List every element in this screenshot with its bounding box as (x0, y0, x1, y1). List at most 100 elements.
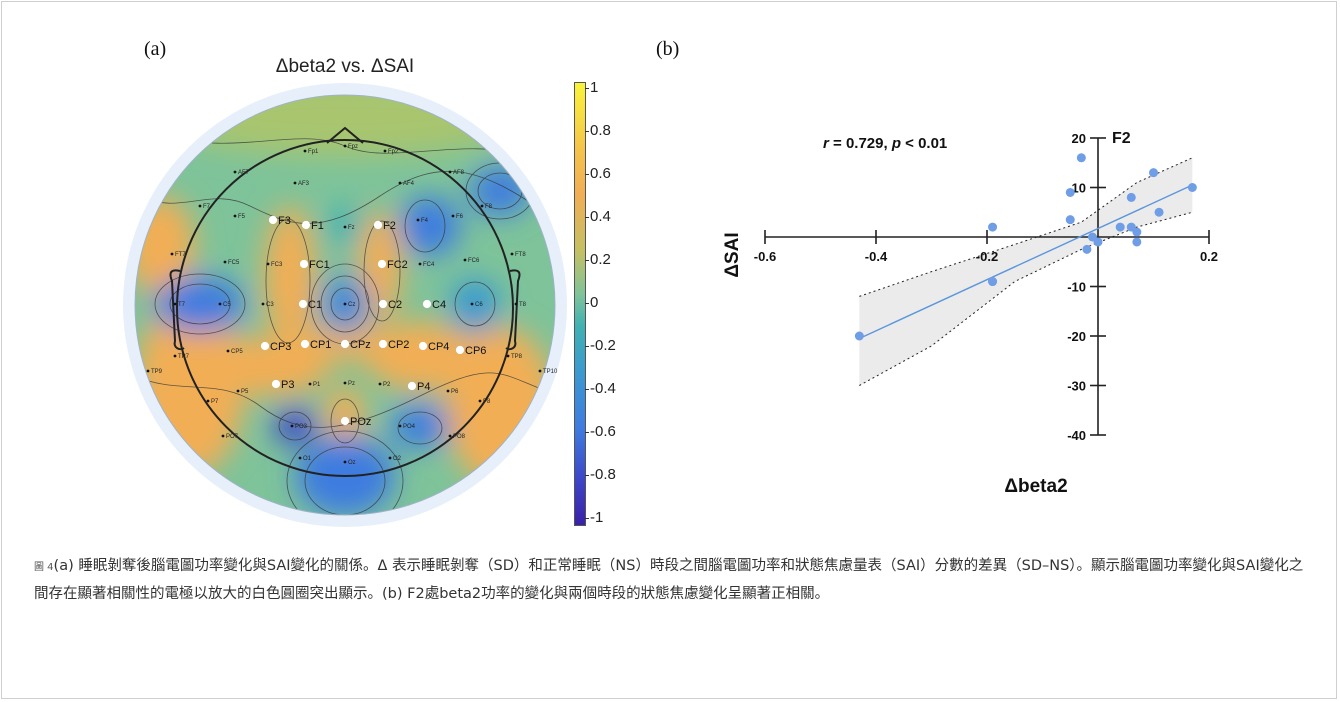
significant-electrode-marker (299, 259, 309, 269)
electrode-dot (266, 262, 270, 266)
electrode-label: F5 (238, 214, 246, 220)
colorbar-tick-label: 0.2 (585, 251, 611, 268)
topomap: Fpz Fp1 Fp2 AF7 AF3 AF4 AF8 F7 F5 Fz F4 F6 F8 FT7 FC5 F… (123, 83, 567, 527)
electrode-label: C3 (266, 302, 274, 308)
electrode-dot (233, 214, 237, 218)
significant-electrode-marker (301, 220, 311, 230)
y-tick-label: -40 (1067, 428, 1086, 443)
y-tick-label: 10 (1072, 181, 1086, 196)
colorbar-tick-label: -0.2 (585, 337, 616, 354)
electrode-dot (418, 262, 422, 266)
significant-electrode-marker (378, 339, 388, 349)
electrode-label: Fp2 (388, 149, 399, 155)
electrode-dot (506, 354, 510, 358)
significant-electrode-marker (378, 299, 388, 309)
electrode-label: TP9 (151, 369, 163, 375)
electrode-label: FT8 (515, 252, 526, 258)
data-point (1154, 207, 1164, 217)
electrode-dot (343, 381, 347, 385)
electrode-dot (463, 258, 467, 262)
x-tick-label: -0.4 (865, 249, 888, 264)
significant-electrode-label: POz (350, 416, 371, 428)
electrode-label: P8 (483, 399, 491, 405)
significant-electrode-label: C2 (388, 299, 402, 311)
regression-line (859, 184, 1193, 340)
significant-electrode-marker (377, 259, 387, 269)
electrode-dot (448, 434, 452, 438)
significant-electrode-label: CP3 (270, 341, 291, 353)
electrode-label: Fz (348, 225, 355, 231)
significant-electrode-label: CP2 (388, 339, 409, 351)
x-axis-label: Δbeta2 (1004, 476, 1067, 497)
electrode-label: C6 (475, 302, 483, 308)
electrode-dot (293, 181, 297, 185)
electrode-label: Fpz (348, 144, 358, 150)
electrode-label: F7 (203, 204, 211, 210)
data-point (1132, 237, 1142, 247)
colorbar-tick-label: -0.6 (585, 423, 616, 440)
electrode-label: T8 (519, 302, 527, 308)
electrode-dot (198, 204, 202, 208)
colorbar-tick-label: 0 (584, 294, 599, 311)
y-tick-label: -30 (1067, 379, 1086, 394)
significant-electrode-marker (407, 381, 417, 391)
data-point (988, 277, 998, 287)
significant-electrode-marker (418, 341, 428, 351)
significant-electrode-marker (455, 345, 465, 355)
caption-text: (a) 睡眠剝奪後腦電圖功率變化與SAI變化的關係。Δ 表示睡眠剝奪（SD）和正… (34, 558, 1304, 602)
electrode-label: Fp1 (308, 149, 319, 155)
figure-caption: 圖 4(a) 睡眠剝奪後腦電圖功率變化與SAI變化的關係。Δ 表示睡眠剝奪（SD… (34, 553, 1304, 607)
electrode-label: PO4 (403, 424, 416, 430)
topomap-title: Δbeta2 vs. ΔSAI (275, 56, 415, 77)
electrode-label: FT7 (175, 252, 186, 258)
significant-electrode-marker (340, 339, 350, 349)
electrode-dot (451, 214, 455, 218)
electrode-dot (298, 456, 302, 460)
electrode-label: TP7 (178, 354, 190, 360)
significant-electrode-label: C1 (308, 299, 322, 311)
colorbar-tick-label: -0.8 (585, 466, 616, 483)
colorbar-tick-label: -0.4 (585, 380, 616, 397)
electrode-label: Pz (348, 381, 355, 387)
electrode-label: P2 (383, 382, 391, 388)
electrode-label: F6 (456, 214, 464, 220)
electrode-label: O1 (303, 456, 312, 462)
head-boundary (134, 94, 556, 516)
electrode-dot (308, 382, 312, 386)
data-point (1076, 153, 1086, 163)
data-point (1132, 227, 1142, 237)
electrode-dot (398, 424, 402, 428)
significant-electrode-marker (300, 339, 310, 349)
electrode-label: F4 (421, 218, 429, 224)
significant-electrode-marker (298, 299, 308, 309)
data-point (1065, 187, 1075, 197)
electrode-label: P7 (211, 399, 219, 405)
significant-electrode-label: P4 (417, 381, 430, 393)
points-layer (854, 153, 1197, 341)
data-point (854, 331, 864, 341)
significant-electrode-label: F1 (311, 220, 324, 232)
data-point (1115, 222, 1125, 232)
electrode-label: C5 (223, 302, 231, 308)
significant-electrode-label: C4 (432, 299, 446, 311)
electrode-label: FC4 (423, 262, 435, 268)
electrode-label: PO7 (226, 434, 239, 440)
electrode-dot (510, 252, 514, 256)
significant-electrode-marker (373, 220, 383, 230)
significant-electrode-marker (260, 341, 270, 351)
electrode-dot (448, 170, 452, 174)
electrode-dot (146, 369, 150, 373)
data-point (1093, 237, 1103, 247)
electrode-dot (538, 369, 542, 373)
electrode-label: TP8 (511, 354, 523, 360)
electrode-dot (343, 302, 347, 306)
colorbar-tick-label: -1 (584, 509, 604, 526)
electrode-dot (303, 149, 307, 153)
electrode-label: AF8 (453, 170, 465, 176)
fit-layer (859, 184, 1193, 340)
electrode-label: AF7 (238, 170, 250, 176)
electrode-dot (236, 389, 240, 393)
electrode-label: CP5 (231, 349, 243, 355)
electrode-dot (223, 260, 227, 264)
electrode-label: P5 (241, 389, 249, 395)
